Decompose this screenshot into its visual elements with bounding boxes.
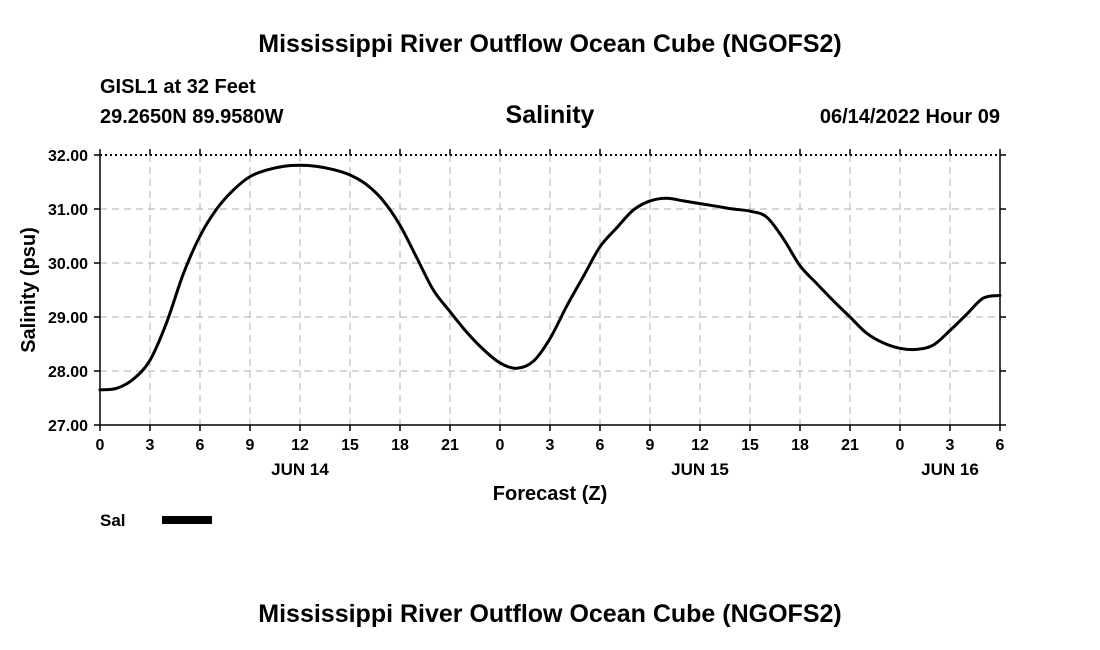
x-tick-label: 6 — [196, 437, 205, 454]
x-tick-label: 18 — [791, 437, 809, 454]
x-tick-label: 15 — [341, 437, 359, 454]
x-tick-label: 3 — [546, 437, 555, 454]
x-tick-label: 21 — [841, 437, 859, 454]
x-tick-label: 6 — [596, 437, 605, 454]
page-title: Mississippi River Outflow Ocean Cube (NG… — [258, 30, 842, 58]
x-tick-label: 9 — [646, 437, 655, 454]
x-tick-label: 6 — [996, 437, 1005, 454]
station-coordinates: 29.2650N 89.9580W — [100, 106, 284, 128]
x-tick-label: 18 — [391, 437, 409, 454]
y-tick-label: 29.00 — [48, 310, 88, 327]
x-tick-label: 0 — [96, 437, 105, 454]
x-tick-label: 21 — [441, 437, 459, 454]
x-tick-label: 15 — [741, 437, 759, 454]
y-tick-label: 32.00 — [48, 148, 88, 165]
x-tick-label: 12 — [691, 437, 709, 454]
date-label: JUN 16 — [921, 460, 979, 479]
footer-title: Mississippi River Outflow Ocean Cube (NG… — [258, 600, 842, 628]
y-tick-label: 31.00 — [48, 202, 88, 219]
forecast-timestamp: 06/14/2022 Hour 09 — [819, 106, 1000, 128]
chart-title: Salinity — [505, 101, 595, 129]
series-line-sal — [98, 163, 1002, 392]
x-axis-label: Forecast (Z) — [493, 483, 607, 505]
axis-layer — [94, 149, 1006, 431]
date-label: JUN 14 — [271, 460, 329, 479]
x-tick-label: 0 — [896, 437, 905, 454]
station-name: GISL1 at 32 Feet — [100, 76, 256, 98]
y-tick-label: 27.00 — [48, 418, 88, 435]
date-label: JUN 15 — [671, 460, 729, 479]
x-tick-label: 0 — [496, 437, 505, 454]
x-tick-label: 3 — [946, 437, 955, 454]
label-layer: Forecast (Z) Salinity (psu) Sal 27.00 28.… — [18, 148, 1005, 530]
x-tick-label: 12 — [291, 437, 309, 454]
grid-layer — [100, 155, 1000, 425]
x-tick-label: 9 — [246, 437, 255, 454]
legend-swatch — [162, 516, 212, 524]
y-tick-label: 30.00 — [48, 256, 88, 273]
y-tick-label: 28.00 — [48, 364, 88, 381]
series-layer — [98, 163, 1002, 392]
y-axis-label: Salinity (psu) — [18, 227, 40, 353]
x-tick-label: 3 — [146, 437, 155, 454]
legend-label: Sal — [100, 511, 126, 530]
